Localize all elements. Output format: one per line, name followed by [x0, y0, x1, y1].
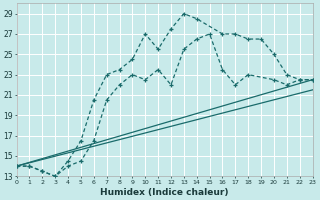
X-axis label: Humidex (Indice chaleur): Humidex (Indice chaleur) — [100, 188, 229, 197]
